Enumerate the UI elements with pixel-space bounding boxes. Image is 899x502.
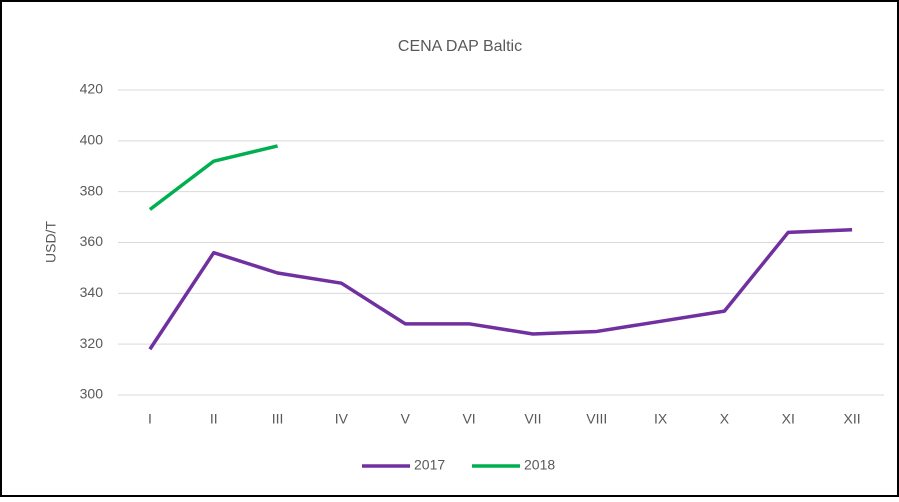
x-tick-label: X (720, 411, 730, 427)
y-tick-label: 380 (80, 182, 104, 198)
legend-label: 2018 (524, 457, 555, 473)
y-tick-label: 360 (80, 233, 104, 249)
chart-title: CENA DAP Baltic (398, 38, 522, 55)
x-tick-label: I (148, 411, 152, 427)
legend-label: 2017 (414, 457, 445, 473)
x-tick-label: VIII (586, 411, 607, 427)
y-axis-label: USD/T (43, 221, 59, 263)
x-tick-label: VII (524, 411, 541, 427)
series-line (148, 228, 853, 351)
x-tick-label: III (272, 411, 284, 427)
y-tick-label: 300 (80, 386, 104, 402)
series-line (148, 144, 278, 211)
x-tick-label: IX (654, 411, 668, 427)
y-tick-label: 320 (80, 335, 104, 351)
x-tick-label: II (210, 411, 218, 427)
y-tick-label: 400 (80, 132, 104, 148)
y-tick-label: 340 (80, 284, 104, 300)
x-tick-label: V (401, 411, 411, 427)
x-tick-label: XII (844, 411, 861, 427)
y-tick-label: 420 (80, 81, 104, 97)
x-tick-label: XI (782, 411, 795, 427)
x-tick-label: VI (462, 411, 475, 427)
x-tick-label: IV (335, 411, 349, 427)
